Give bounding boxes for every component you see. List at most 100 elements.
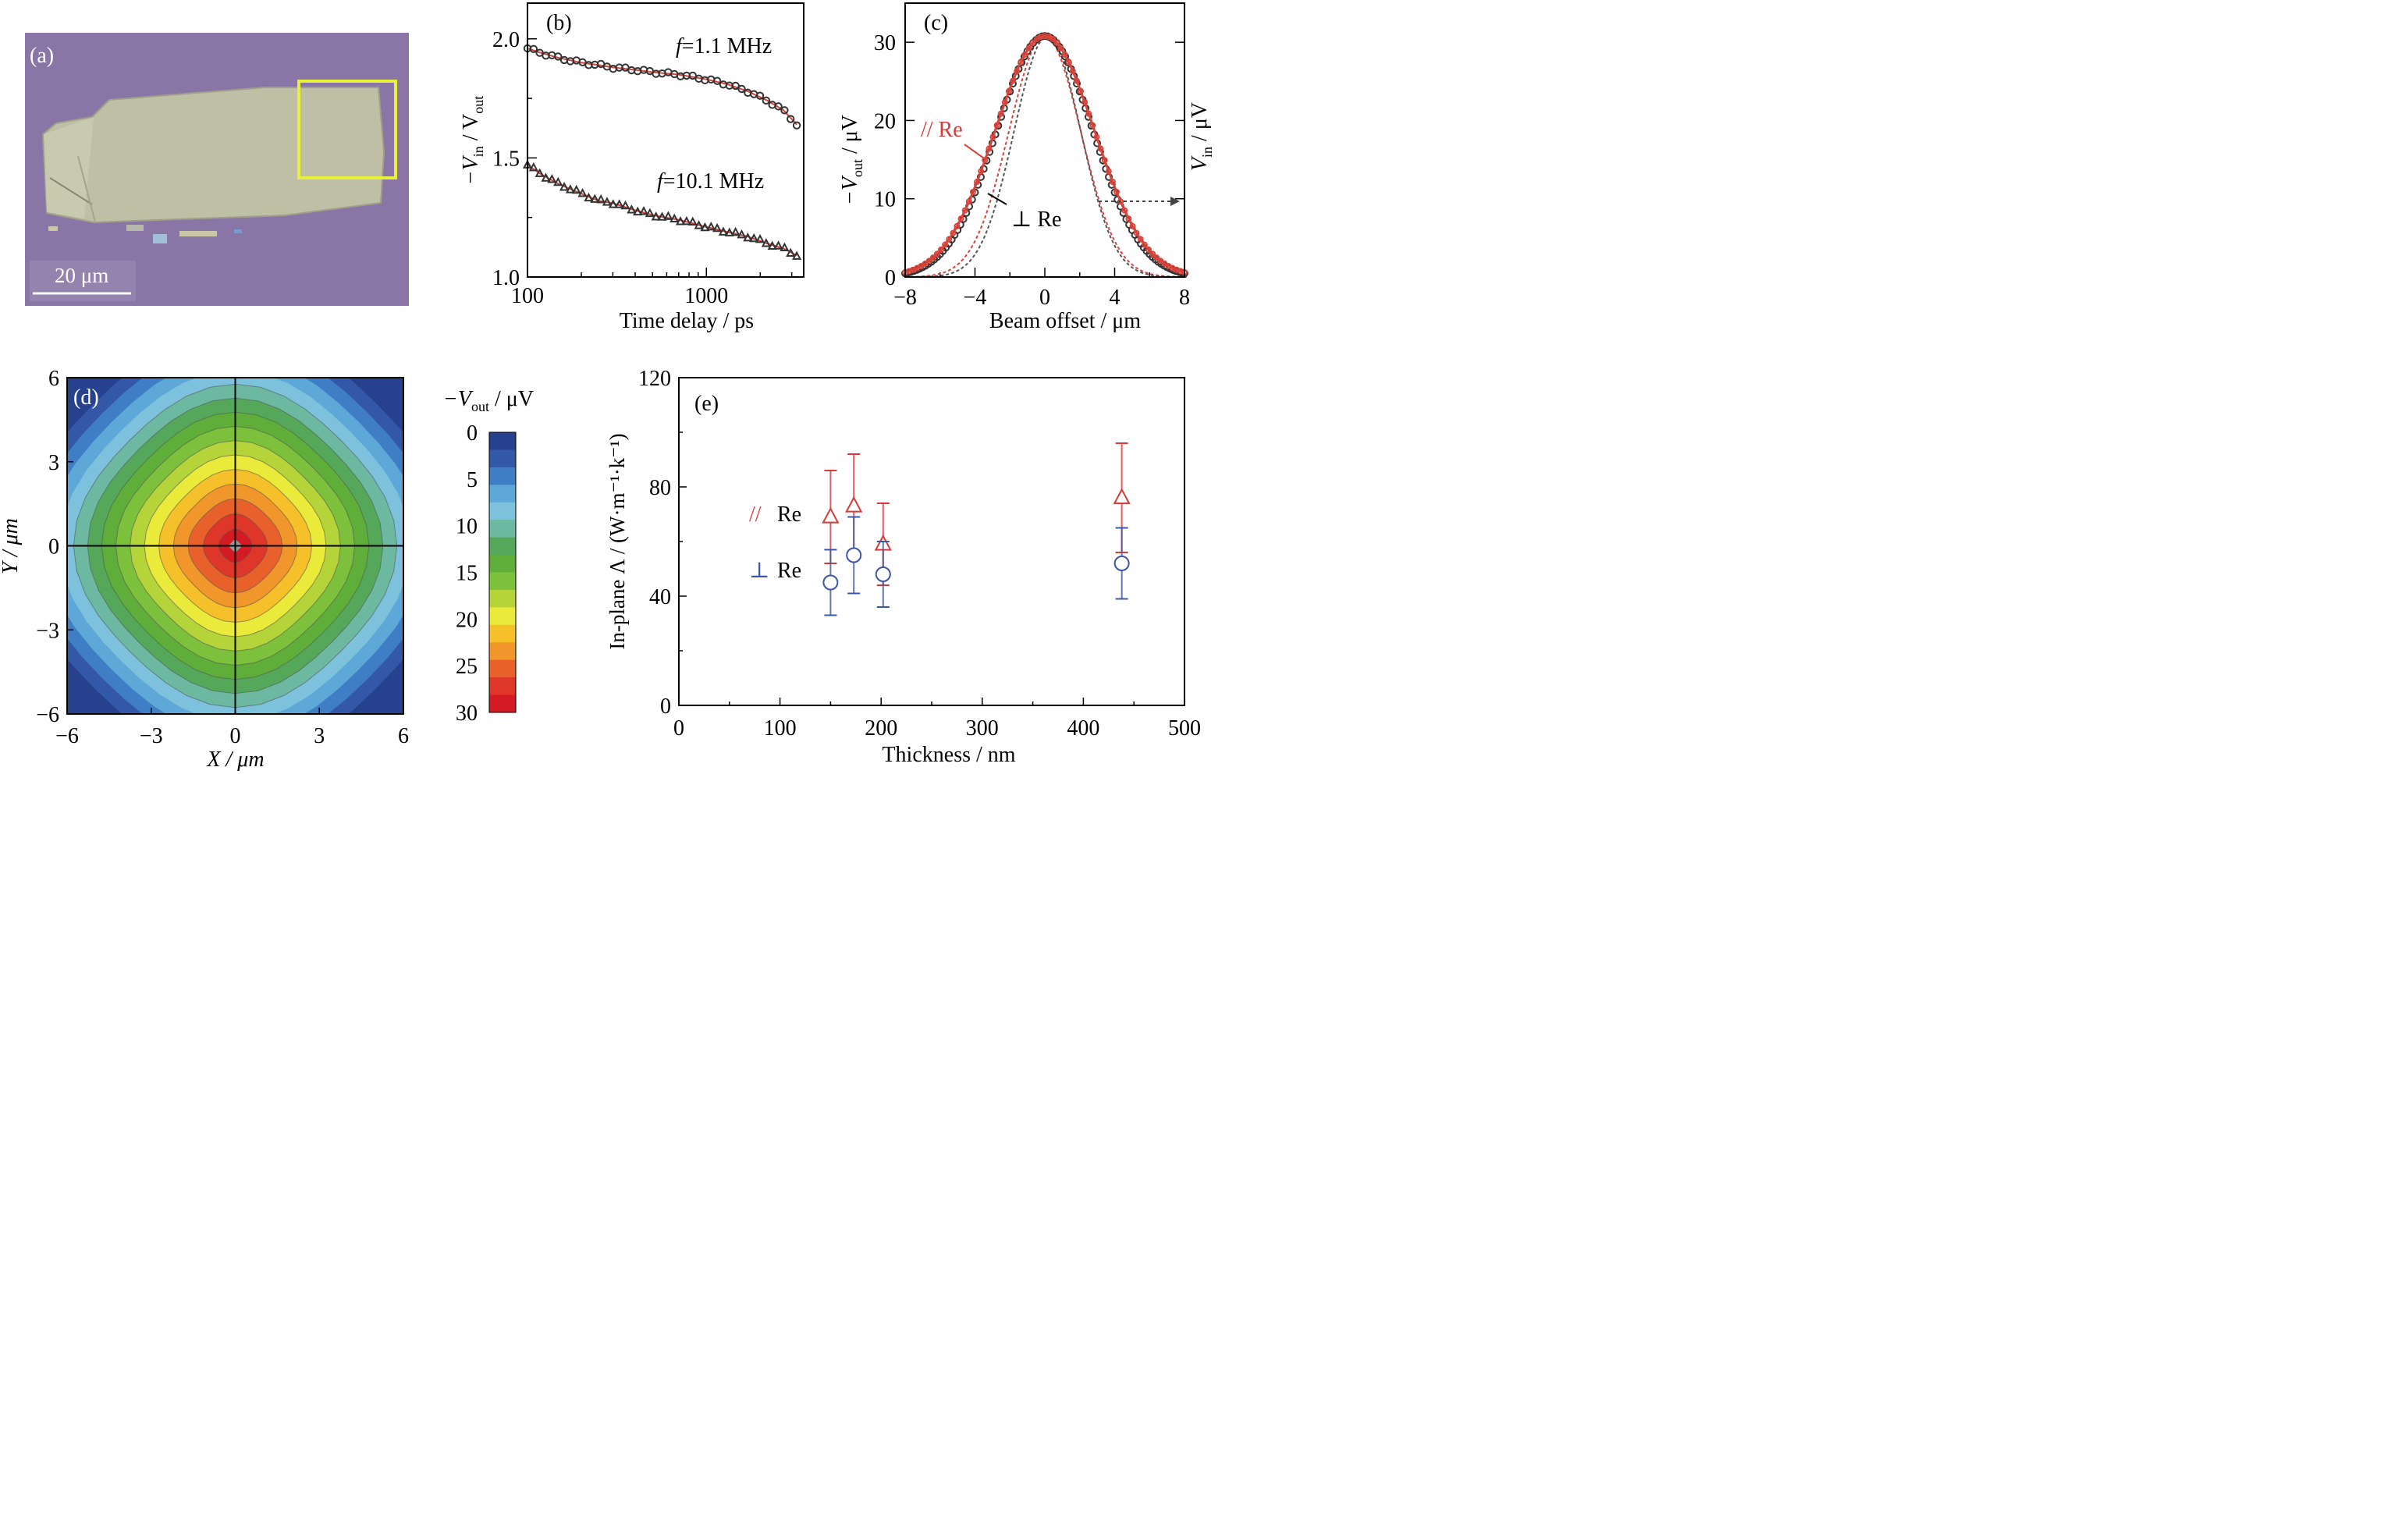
chart-e-xtick-label: 500	[1168, 716, 1201, 740]
chart-b-point-2	[780, 242, 790, 252]
chart-b-point-1	[780, 106, 789, 115]
chart-c-point-par	[1089, 122, 1096, 129]
heatmap-xtick-label: 3	[314, 724, 325, 748]
chart-e-legend-par: // Re	[749, 503, 801, 527]
panel-label-a: (a)	[30, 44, 54, 68]
heatmap-ytick-label: 3	[48, 451, 59, 475]
chart-b-point-2	[633, 206, 643, 216]
chart-e-point-1	[845, 495, 863, 513]
chart-b-point-2	[620, 200, 630, 210]
legend-par-label: Re	[777, 503, 801, 527]
chart-b-point-2	[627, 204, 637, 214]
chart-c-point-par	[1093, 133, 1100, 140]
chart-b-point-2	[559, 182, 570, 191]
chart-b-point-2	[700, 222, 710, 232]
chart-b-series-1-label: f=1.1 MHz	[676, 34, 772, 59]
chart-e-ytick-label: 120	[638, 367, 671, 391]
chart-e-point-1	[1113, 488, 1131, 505]
heatmap-ytick-label: −6	[36, 703, 59, 727]
chart-c-point-par	[1109, 179, 1116, 186]
chart-c-plot-area: −8 −4 0 4 8 0 10 20 30	[874, 31, 1190, 310]
chart-b-point-2	[786, 247, 796, 257]
chart-b-series-2-label: f=10.1 MHz	[657, 169, 764, 194]
chart-e-ytick-label: 0	[660, 694, 671, 719]
chart-c-point-par	[1137, 236, 1144, 243]
chart-b-point-2	[694, 220, 704, 229]
chart-b-point-2	[737, 229, 747, 239]
chart-b-point-2	[608, 199, 618, 208]
chart-c-point-par	[1153, 254, 1160, 261]
colorbar-swatch-6	[489, 537, 516, 556]
debris-4	[48, 226, 58, 231]
chart-c-ylabel: −Vout / μV	[838, 115, 865, 205]
chart-b-point-1	[762, 96, 771, 105]
chart-c-xtick-label: 8	[1179, 286, 1190, 310]
heatmap-contours	[67, 378, 403, 714]
colorbar-swatch-4	[489, 502, 516, 520]
panel-c: −8 −4 0 4 8 0 10 20 30 (c) −Vout / μV Vin / μV B…	[838, 2, 1215, 333]
chart-c-point-par	[942, 241, 949, 248]
panel-label-d: (d)	[73, 385, 99, 410]
chart-c-point-par	[989, 133, 996, 140]
chart-c-point-par	[950, 229, 957, 236]
chart-b-point-2	[602, 197, 613, 206]
chart-c-point-par	[933, 250, 940, 257]
chart-b-point-2	[535, 168, 545, 177]
chart-b-point-2	[614, 199, 624, 208]
colorbar-swatch-9	[489, 589, 516, 608]
chart-c-point-par	[1010, 77, 1017, 84]
legend-perp-label: Re	[777, 559, 801, 583]
chart-b-point-2	[657, 211, 667, 221]
chart-c-frame	[904, 2, 1185, 278]
chart-b-point-2	[718, 226, 729, 236]
chart-b-xtick-label: 100	[511, 284, 544, 308]
colorbar-swatch-11	[489, 624, 516, 643]
chart-b-point-2	[743, 232, 753, 242]
chart-b-point-2	[792, 250, 802, 260]
chart-b-point-1	[688, 71, 697, 80]
debris-1	[126, 225, 144, 231]
chart-c-arrow-par	[964, 144, 987, 161]
chart-b-point-2	[553, 176, 563, 186]
heatmap-xtick-label: 6	[398, 724, 409, 748]
chart-c-point-par	[1081, 99, 1089, 106]
colorbar-swatch-2	[489, 467, 516, 485]
chart-b-point-1	[529, 44, 538, 54]
colorbar-swatch-1	[489, 449, 516, 468]
flake-left-fragment	[44, 117, 94, 218]
chart-c-point-par	[922, 260, 929, 267]
legend-perp-symbol: ⊥	[749, 559, 769, 583]
chart-b-ytick-label: 1.5	[492, 147, 520, 171]
chart-c-point-par	[1057, 44, 1064, 51]
chart-e-xtick-label: 100	[764, 716, 797, 740]
chart-c-point-par	[1050, 36, 1057, 43]
chart-c-point-par	[982, 157, 989, 164]
chart-c-point-par	[1001, 99, 1008, 106]
chart-b-point-2	[712, 222, 723, 233]
chart-b-point-2	[638, 206, 649, 215]
flake-crease	[49, 177, 93, 205]
colorbar-swatch-13	[489, 659, 516, 678]
chart-e-ylabel: In-plane Λ / (W·m⁻¹·k⁻¹)	[606, 433, 629, 649]
chart-c-xtick-label: 0	[1039, 286, 1050, 310]
chart-c-point-par	[1078, 87, 1085, 94]
chart-b-point-2	[547, 174, 557, 183]
chart-e-point-2	[822, 574, 839, 591]
chart-c-point-par	[978, 168, 985, 175]
colorbar-swatch-5	[489, 520, 516, 538]
chart-b-point-1	[774, 102, 783, 111]
colorbar-tick-label: 5	[467, 468, 478, 492]
chart-c-annotation-perp: ⊥ Re	[1011, 208, 1061, 232]
chart-c-point-par	[1129, 222, 1136, 229]
chart-b-point-2	[577, 188, 588, 197]
chart-b-point-1	[554, 52, 563, 61]
chart-c-point-par	[1101, 157, 1108, 164]
chart-b-point-1	[731, 81, 740, 91]
chart-c-point-par	[938, 246, 945, 253]
chart-e-xtick-label: 200	[865, 716, 897, 740]
panel-label-b: (b)	[546, 11, 572, 35]
chart-c-point-par	[925, 257, 932, 265]
colorbar-tick-label: 15	[456, 562, 478, 586]
